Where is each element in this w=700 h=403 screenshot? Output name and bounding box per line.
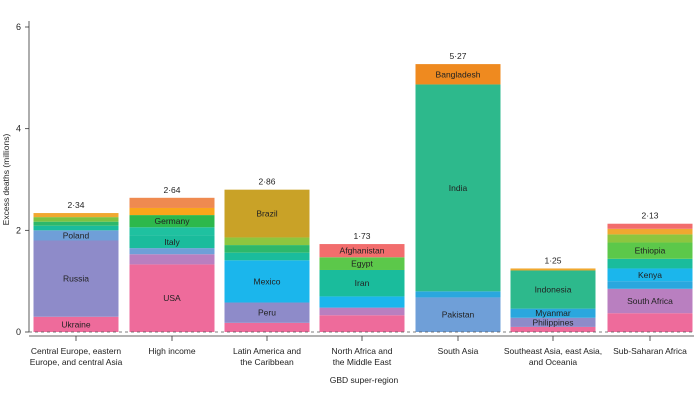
bar-segment: [510, 308, 596, 318]
bar-segment: [33, 230, 119, 241]
segment-label: Afghanistan: [340, 246, 385, 256]
segment-label: Myanmar: [535, 308, 571, 318]
bar-segment: [129, 264, 215, 332]
segment-label: Egypt: [351, 259, 373, 269]
y-tick-label: 0: [16, 327, 21, 337]
bar-segment: [129, 227, 215, 236]
bar-segment: [224, 245, 310, 253]
bar-total-label: 2·13: [641, 211, 658, 221]
bar-segment: [129, 207, 215, 216]
bar-segment: [224, 322, 310, 332]
x-category-label: North Africa and: [332, 346, 393, 356]
bar-segment: [319, 269, 405, 297]
y-tick-label: 2: [16, 225, 21, 235]
bar-segment: [415, 291, 501, 298]
bar-segment: [607, 288, 693, 314]
bar-segment: [319, 307, 405, 316]
segment-label: Iran: [355, 278, 370, 288]
bar-segment: [33, 213, 119, 218]
segment-label: India: [449, 183, 468, 193]
bar-segment: [224, 260, 310, 303]
bar-total-label: 1·73: [353, 231, 370, 241]
bar-total-label: 2·64: [163, 185, 180, 195]
bar-segment: [129, 254, 215, 265]
segment-label: Philippines: [532, 317, 573, 327]
bar-segment: [607, 313, 693, 332]
bar-segment: [319, 296, 405, 308]
bar-segment: [319, 244, 405, 258]
bar-segment: [129, 248, 215, 255]
bar-segment: [510, 326, 596, 332]
segment-label: Indonesia: [535, 285, 572, 295]
bar-segment: [224, 252, 310, 261]
bar-total-label: 2·86: [258, 177, 275, 187]
bar-segment: [510, 268, 596, 271]
bar-segment: [607, 242, 693, 259]
x-category-label: Latin America and: [233, 346, 301, 356]
bar-segment: [319, 257, 405, 270]
bar-segment: [607, 281, 693, 289]
y-tick-label: 6: [16, 22, 21, 32]
x-category-label: South Asia: [438, 346, 479, 356]
bar-segment: [607, 228, 693, 235]
y-axis-title: Excess deaths (millions): [1, 134, 11, 226]
bar-segment: [415, 297, 501, 332]
x-category-label: Europe, and central Asia: [30, 357, 123, 367]
bar-segment: [33, 316, 119, 332]
bar-segment: [415, 64, 501, 85]
segment-label: Bangladesh: [436, 69, 481, 79]
segment-label: Mexico: [254, 276, 281, 286]
x-category-label: Sub-Saharan Africa: [613, 346, 687, 356]
x-category-label: and Oceania: [529, 357, 577, 367]
x-axis-title: GBD super-region: [330, 375, 399, 385]
bar-segment: [33, 221, 119, 226]
bar-segment: [607, 268, 693, 282]
bar-segment: [224, 302, 310, 323]
bar-segment: [33, 217, 119, 222]
bar-segment: [129, 235, 215, 249]
bar-segment: [129, 215, 215, 228]
segment-label: Italy: [164, 237, 180, 247]
bar-segment: [607, 234, 693, 243]
bar-total-label: 5·27: [449, 51, 466, 61]
segment-label: South Africa: [627, 296, 673, 306]
bar-segment: [33, 225, 119, 231]
bar-segment: [33, 240, 119, 317]
bar-segment: [129, 197, 215, 208]
x-category-label: Central Europe, eastern: [31, 346, 122, 356]
x-category-label: Southeast Asia, east Asia,: [504, 346, 602, 356]
x-category-label: the Middle East: [333, 357, 392, 367]
bar-segment: [510, 317, 596, 327]
segment-label: Ukraine: [61, 319, 91, 329]
bar-segment: [415, 84, 501, 292]
segment-label: Kenya: [638, 270, 662, 280]
segment-label: Russia: [63, 274, 89, 284]
bar-segment: [607, 223, 693, 229]
segment-label: Peru: [258, 308, 276, 318]
segment-label: USA: [163, 293, 181, 303]
bar-segment: [224, 237, 310, 246]
segment-label: Poland: [63, 230, 90, 240]
segment-label: Brazil: [256, 209, 277, 219]
bar-total-label: 2·34: [67, 200, 84, 210]
segment-label: Ethiopia: [635, 246, 666, 256]
bar-segment: [319, 315, 405, 332]
bar-segment: [510, 270, 596, 309]
x-category-label: High income: [148, 346, 196, 356]
x-category-label: the Caribbean: [240, 357, 294, 367]
segment-label: Germany: [155, 216, 191, 226]
segment-label: Pakistan: [442, 310, 475, 320]
y-tick-label: 4: [16, 124, 21, 134]
bar-segment: [607, 258, 693, 269]
bar-segment: [224, 189, 310, 238]
bar-total-label: 1·25: [544, 255, 561, 265]
